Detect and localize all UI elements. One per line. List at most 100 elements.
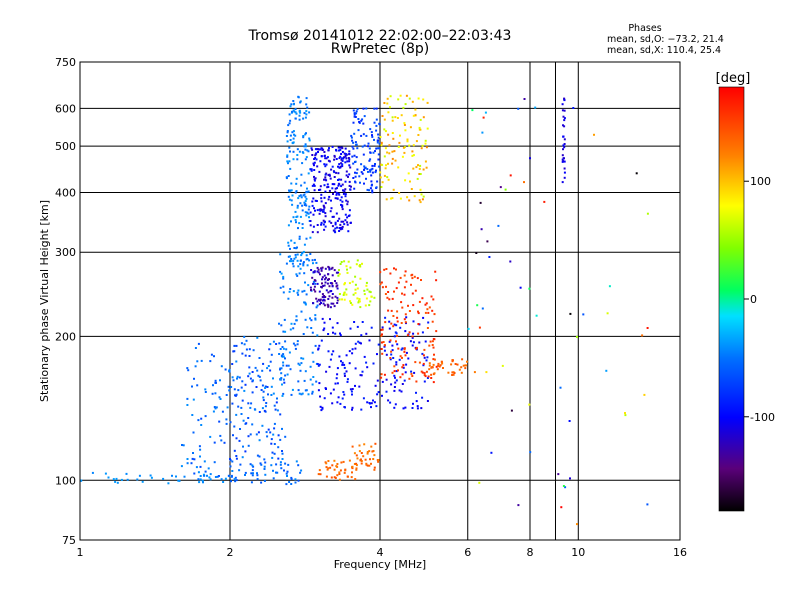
data-point — [240, 342, 243, 345]
data-point — [287, 364, 290, 367]
data-point — [125, 472, 128, 475]
data-point — [214, 381, 217, 384]
data-point — [316, 270, 319, 273]
data-point — [314, 209, 316, 212]
data-point — [398, 192, 401, 194]
data-point — [370, 295, 373, 298]
data-point — [299, 267, 302, 270]
data-point — [336, 401, 339, 404]
data-point — [318, 303, 321, 306]
data-point — [452, 373, 455, 376]
data-point — [281, 452, 284, 455]
data-point — [290, 182, 293, 185]
data-point — [297, 227, 299, 230]
data-point — [300, 310, 303, 313]
data-point — [348, 184, 351, 187]
data-point — [258, 357, 261, 359]
data-point — [397, 145, 400, 148]
data-point — [282, 392, 285, 395]
data-point — [384, 167, 387, 170]
data-point — [399, 94, 402, 97]
data-point — [424, 311, 427, 314]
data-point — [288, 290, 291, 293]
data-point — [415, 380, 418, 383]
data-point — [297, 265, 300, 268]
data-point — [391, 132, 394, 134]
data-point — [534, 106, 537, 109]
data-point — [417, 164, 419, 167]
data-point — [290, 103, 293, 106]
data-point — [302, 117, 305, 120]
data-point — [289, 328, 292, 331]
data-point — [561, 181, 564, 184]
data-point — [289, 260, 291, 263]
data-point — [303, 379, 306, 382]
data-point — [340, 461, 343, 464]
data-point — [528, 403, 531, 406]
data-point — [297, 380, 300, 383]
data-point — [395, 268, 397, 271]
data-point — [424, 303, 427, 306]
data-point — [314, 314, 317, 317]
data-point — [299, 263, 302, 266]
data-point — [284, 435, 287, 438]
data-point — [116, 481, 119, 484]
data-point — [371, 450, 374, 453]
data-point — [233, 350, 236, 353]
data-point — [292, 130, 295, 133]
data-point — [418, 167, 421, 170]
data-point — [324, 173, 327, 176]
data-point — [311, 383, 314, 386]
data-point — [561, 109, 564, 112]
data-point — [342, 189, 345, 192]
data-point — [303, 201, 306, 204]
data-point — [267, 393, 269, 396]
data-point — [393, 386, 396, 388]
data-point — [260, 463, 263, 466]
data-point — [460, 371, 463, 374]
data-point — [222, 481, 225, 483]
data-point — [363, 182, 365, 185]
data-point — [314, 317, 317, 320]
data-point — [344, 154, 347, 157]
data-point — [435, 330, 438, 333]
data-point — [248, 348, 251, 351]
data-point — [425, 359, 428, 362]
data-point — [289, 105, 292, 108]
data-point — [321, 317, 324, 320]
data-point — [323, 178, 325, 181]
data-point — [314, 148, 317, 151]
colorbar-unit-label: [deg] — [716, 71, 751, 86]
data-point — [335, 465, 338, 468]
data-point — [354, 283, 357, 286]
data-point — [370, 180, 373, 183]
data-point — [345, 293, 348, 296]
data-point — [393, 323, 396, 326]
data-point — [376, 147, 379, 150]
data-point — [247, 402, 250, 405]
data-point — [395, 379, 398, 382]
data-point — [279, 438, 282, 441]
data-point — [330, 267, 333, 270]
data-point — [328, 189, 331, 192]
data-point — [315, 306, 318, 309]
data-point — [433, 338, 436, 341]
data-point — [372, 362, 375, 365]
data-point — [252, 349, 255, 352]
data-point — [357, 118, 360, 120]
data-point — [233, 425, 236, 428]
data-point — [251, 474, 254, 477]
data-point — [419, 164, 422, 167]
data-point — [329, 466, 332, 469]
data-point — [343, 156, 345, 159]
data-point — [563, 176, 566, 179]
data-point — [262, 399, 265, 402]
data-point — [333, 476, 336, 479]
data-point — [381, 380, 384, 383]
data-point — [405, 316, 408, 319]
data-point — [380, 328, 383, 331]
data-point — [373, 296, 376, 299]
data-point — [320, 223, 323, 226]
data-point — [643, 393, 646, 396]
data-point — [237, 405, 240, 408]
